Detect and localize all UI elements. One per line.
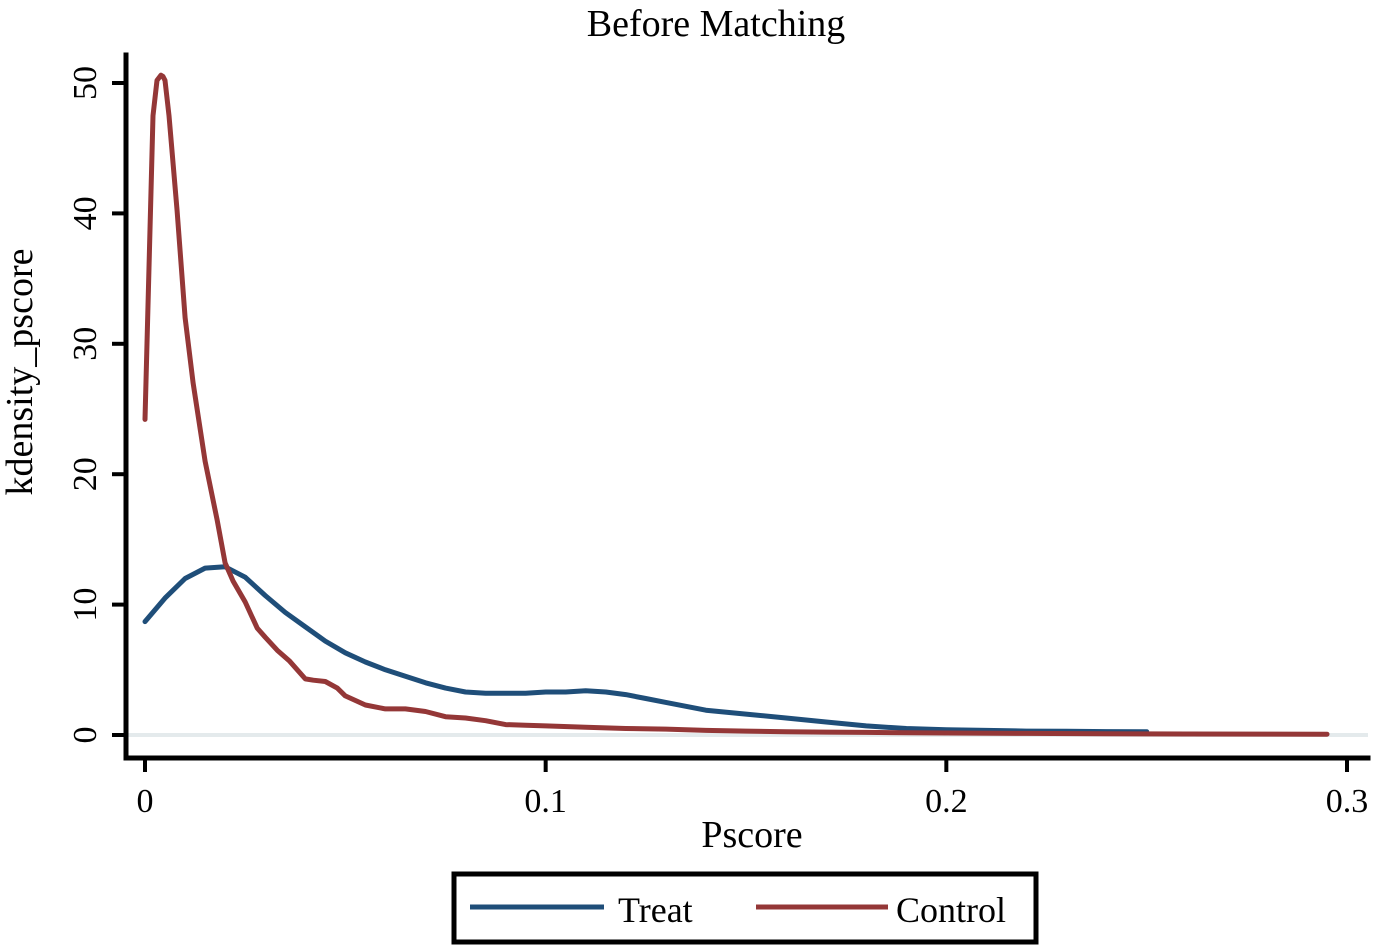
x-tick-label: 0.2 <box>925 783 968 820</box>
y-axis-label: kdensity_pscore <box>0 249 41 496</box>
series-layer <box>142 72 1330 737</box>
series-line-treat <box>142 564 1150 735</box>
x-tick-label: 0.3 <box>1326 783 1369 820</box>
y-tick-label: 50 <box>67 66 104 100</box>
y-tick-label: 20 <box>67 457 104 491</box>
x-tick-label: 0 <box>137 783 154 820</box>
y-tick-label: 40 <box>67 196 104 230</box>
y-tick-label: 30 <box>67 327 104 361</box>
x-axis-label: Pscore <box>701 814 802 856</box>
y-tick-label: 0 <box>67 727 104 744</box>
x-tick-label: 0.1 <box>524 783 567 820</box>
chart-title: Before Matching <box>587 3 846 45</box>
series-line-control <box>142 72 1330 737</box>
y-tick-label: 10 <box>67 588 104 622</box>
legend-label-control: Control <box>896 890 1006 930</box>
ticks-layer: 0 0.1 0.2 0.3 0 10 20 30 40 50 <box>67 66 1368 820</box>
legend-label-treat: Treat <box>618 890 693 930</box>
legend: Treat Control <box>451 871 1039 945</box>
